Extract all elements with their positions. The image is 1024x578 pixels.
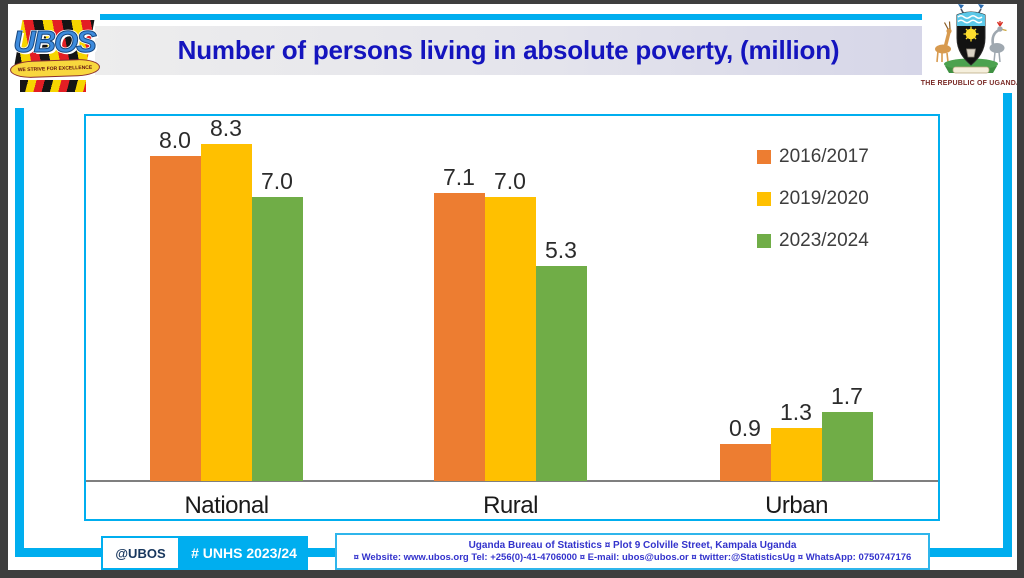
page-title: Number of persons living in absolute pov…: [177, 35, 840, 65]
contact-info-box: Uganda Bureau of Statistics ¤ Plot 9 Col…: [335, 533, 930, 570]
bar-urban-2016/2017: [720, 444, 771, 481]
bar-value-label: 1.3: [780, 399, 812, 425]
chart-box: 8.0 7.1 0.9 2016/2017 8.3 7.0 1.3 2019/2020 7.0 5…: [84, 114, 940, 521]
unhs-hashtag: # UNHS 2023/24: [191, 545, 297, 561]
x-axis-line: [86, 480, 938, 482]
bar-value-label: 7.0: [261, 168, 293, 194]
bar-value-label: 5.3: [545, 237, 577, 263]
unhs-hashtag-box: # UNHS 2023/24: [180, 536, 308, 570]
ubos-wordmark: UBOS: [13, 24, 98, 60]
category-label-national: National: [184, 492, 269, 519]
bar-value-label: 1.7: [831, 383, 863, 409]
legend-label: 2019/2020: [779, 188, 869, 209]
legend-swatch: [757, 234, 771, 248]
bar-value-label: 8.0: [159, 127, 191, 153]
ubos-motto-banner: WE STRIVE FOR EXCELLENCE: [9, 58, 101, 79]
bar-national-2023/2024: [252, 197, 303, 481]
ubos-handle: @UBOS: [115, 545, 166, 561]
uganda-flag-stripes-icon: [20, 80, 86, 92]
window-frame: [1017, 0, 1024, 578]
accent-line-right: [1003, 93, 1012, 557]
window-frame: [0, 0, 8, 578]
bar-value-label: 7.1: [443, 164, 475, 190]
ubos-motto-text: WE STRIVE FOR EXCELLENCE: [17, 64, 93, 73]
bar-national-2019/2020: [201, 144, 252, 481]
bar-value-label: 7.0: [494, 168, 526, 194]
bar-urban-2023/2024: [822, 412, 873, 481]
title-bar: Number of persons living in absolute pov…: [95, 26, 922, 75]
ubos-logo: UBOS WE STRIVE FOR EXCELLENCE: [9, 20, 101, 98]
category-label-rural: Rural: [483, 492, 538, 519]
legend-item: 2016/2017: [757, 146, 869, 168]
bar-rural-2016/2017: [434, 193, 485, 481]
bar-value-label: 8.3: [210, 115, 242, 141]
contact-info-line2: ¤ Website: www.ubos.org Tel: +256(0)-41-…: [353, 552, 912, 563]
legend-item: 2023/2024: [757, 230, 869, 252]
legend-label: 2023/2024: [779, 230, 869, 251]
coat-of-arms-icon: [935, 4, 1007, 74]
window-frame: [0, 0, 1024, 4]
bar-value-label: 0.9: [729, 415, 761, 441]
bar-chart: 8.0 7.1 0.9 2016/2017 8.3 7.0 1.3 2019/2020 7.0 5…: [86, 115, 938, 519]
legend-swatch: [757, 192, 771, 206]
bar-national-2016/2017: [150, 156, 201, 481]
bar-rural-2019/2020: [485, 197, 536, 481]
window-frame: [0, 570, 1024, 578]
accent-line-left: [15, 108, 24, 557]
bar-rural-2023/2024: [536, 266, 587, 481]
legend-label: 2016/2017: [779, 146, 869, 167]
title-accent-strip: [100, 14, 922, 20]
bar-urban-2019/2020: [771, 428, 822, 481]
uganda-coat-of-arms: THE REPUBLIC OF UGANDA: [921, 4, 1021, 96]
contact-info-line1: Uganda Bureau of Statistics ¤ Plot 9 Col…: [468, 540, 797, 551]
ubos-handle-box: @UBOS: [101, 536, 180, 570]
legend-swatch: [757, 150, 771, 164]
legend-item: 2019/2020: [757, 188, 869, 210]
republic-caption: THE REPUBLIC OF UGANDA: [920, 80, 1022, 87]
category-label-urban: Urban: [765, 492, 828, 519]
